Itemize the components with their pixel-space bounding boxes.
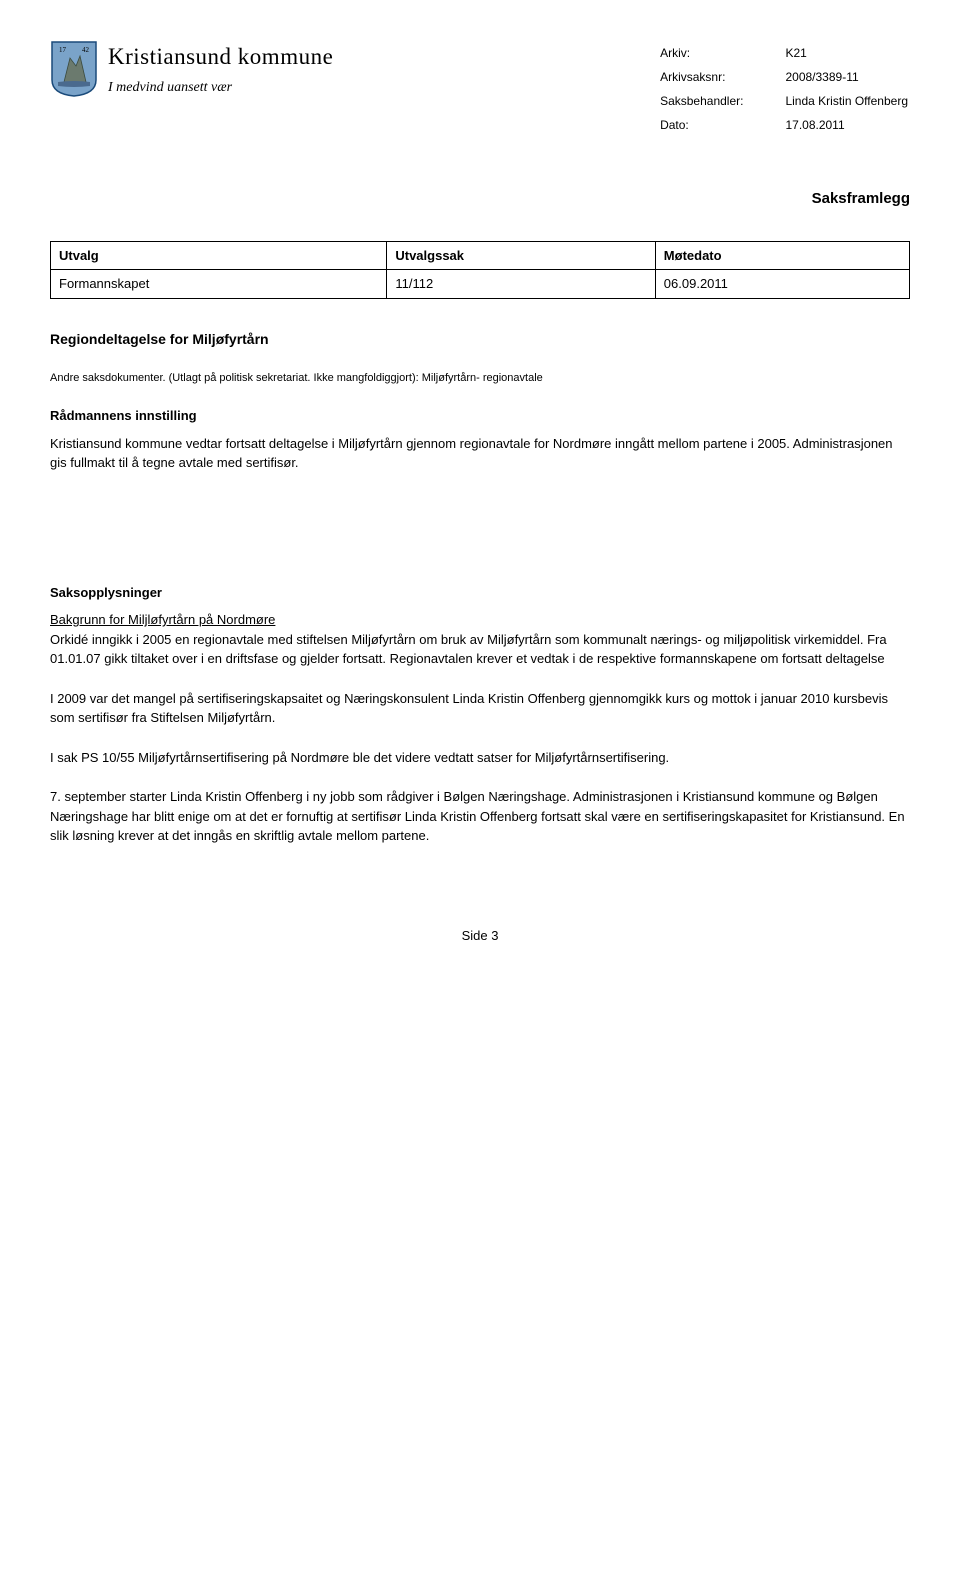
table-header: Utvalgssak — [387, 241, 655, 270]
logo-area: 17 42 Kristiansund kommune I medvind uan… — [50, 40, 333, 138]
svg-text:17: 17 — [59, 46, 67, 54]
bakgrunn-title: Bakgrunn for Miljløfyrtårn på Nordmøre — [50, 610, 910, 630]
case-title: Regiondeltagelse for Miljøfyrtårn — [50, 329, 910, 350]
page-number: Side 3 — [50, 926, 910, 946]
municipal-crest-icon: 17 42 — [50, 40, 98, 98]
saksopplysninger-title: Saksopplysninger — [50, 583, 910, 603]
meta-value: 17.08.2011 — [785, 114, 908, 136]
meta-table: Arkiv:K21Arkivsaksnr:2008/3389-11Saksbeh… — [658, 40, 910, 138]
radmann-title: Rådmannens innstilling — [50, 406, 910, 426]
document-title: Saksframlegg — [50, 188, 910, 211]
meta-row: Arkiv:K21 — [660, 42, 908, 64]
meta-row: Dato:17.08.2011 — [660, 114, 908, 136]
meta-label: Dato: — [660, 114, 783, 136]
body-paragraph: I 2009 var det mangel på sertifiseringsk… — [50, 689, 910, 728]
table-cell: 06.09.2011 — [655, 270, 909, 299]
table-header: Møtedato — [655, 241, 909, 270]
table-header: Utvalg — [51, 241, 387, 270]
body-paragraph: Orkidé inngikk i 2005 en regionavtale me… — [50, 630, 910, 669]
table-cell: Formannskapet — [51, 270, 387, 299]
meta-label: Arkivsaksnr: — [660, 66, 783, 88]
svg-text:42: 42 — [82, 46, 90, 54]
tagline: I medvind uansett vær — [108, 77, 333, 98]
table-cell: 11/112 — [387, 270, 655, 299]
header-section: 17 42 Kristiansund kommune I medvind uan… — [50, 40, 910, 138]
meta-row: Saksbehandler:Linda Kristin Offenberg — [660, 90, 908, 112]
table-row: Formannskapet11/11206.09.2011 — [51, 270, 910, 299]
municipality-name: Kristiansund kommune — [108, 40, 333, 75]
meta-value: Linda Kristin Offenberg — [785, 90, 908, 112]
meta-row: Arkivsaksnr:2008/3389-11 — [660, 66, 908, 88]
logo-text: Kristiansund kommune I medvind uansett v… — [108, 40, 333, 98]
other-documents: Andre saksdokumenter. (Utlagt på politis… — [50, 370, 910, 387]
body-paragraph: 7. september starter Linda Kristin Offen… — [50, 787, 910, 846]
meta-label: Saksbehandler: — [660, 90, 783, 112]
utvalg-table: UtvalgUtvalgssakMøtedato Formannskapet11… — [50, 241, 910, 299]
body-paragraph: I sak PS 10/55 Miljøfyrtårnsertifisering… — [50, 748, 910, 768]
meta-label: Arkiv: — [660, 42, 783, 64]
radmann-text: Kristiansund kommune vedtar fortsatt del… — [50, 434, 910, 473]
meta-value: K21 — [785, 42, 908, 64]
meta-value: 2008/3389-11 — [785, 66, 908, 88]
